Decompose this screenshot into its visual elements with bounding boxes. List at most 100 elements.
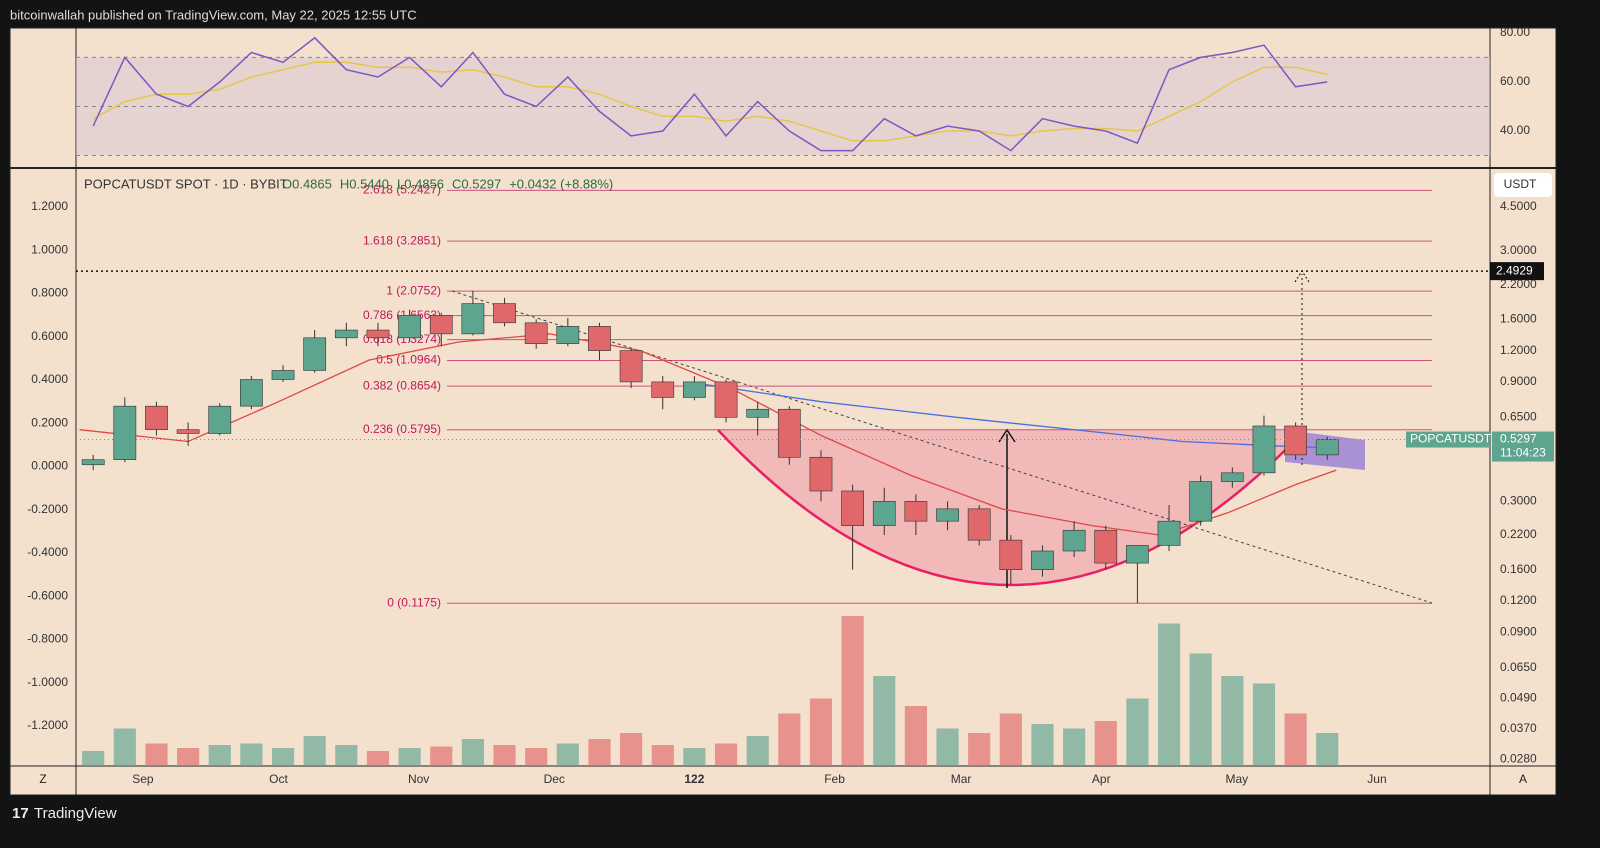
candle-body — [524, 322, 548, 344]
volume-bar — [208, 745, 231, 766]
volume-bar — [588, 739, 611, 766]
price-tag — [1492, 431, 1554, 462]
candle-body — [619, 350, 643, 383]
ohlc-value: H0.5440 — [340, 176, 389, 191]
x-tick-label: Dec — [544, 772, 565, 786]
candle-body — [145, 405, 168, 430]
symbol-tag — [1406, 431, 1490, 448]
publisher: bitcoinwallah published on TradingView.c… — [10, 7, 417, 22]
volume-bar — [271, 748, 295, 766]
y2-tick-label: 1.0000 — [31, 242, 68, 256]
fib-label: 2.618 (5.2427) — [363, 182, 441, 196]
candle-body — [904, 501, 928, 522]
volume-bar — [936, 728, 959, 766]
x-tick-label: May — [1226, 772, 1249, 786]
y2-tick-label: -1.0000 — [27, 675, 68, 689]
target-tag — [1490, 262, 1544, 281]
x-tick-label: Mar — [951, 772, 972, 786]
volume-bar — [620, 733, 643, 766]
candle-body — [366, 329, 390, 339]
toolbar-right[interactable]: A — [1519, 772, 1527, 786]
candle-body — [493, 303, 516, 324]
symbol-tag-label: POPCATUSDT — [1410, 432, 1492, 446]
volume-bar — [1157, 623, 1181, 766]
volume-bar — [430, 746, 453, 766]
candle-body — [588, 326, 611, 351]
currency-button[interactable] — [1494, 173, 1552, 197]
volume-bar — [746, 736, 769, 766]
fib-label: 1.618 (3.2851) — [363, 233, 441, 247]
candle-body — [809, 456, 833, 492]
y-tick-label: 0.3000 — [1500, 494, 1537, 508]
rsi-tick-label: 40.00 — [1500, 123, 1530, 137]
y-tick-label: 1.6000 — [1500, 312, 1537, 326]
candle-body — [1189, 481, 1213, 522]
y-tick-label: 0.2200 — [1500, 527, 1537, 541]
y-tick-label: 0.0370 — [1500, 721, 1537, 735]
fib-label: 0.786 (1.6563) — [363, 308, 441, 322]
volume-bar — [1221, 676, 1244, 766]
x-tick-label: Sep — [132, 772, 154, 786]
rsi-tick-label: 80.00 — [1500, 25, 1530, 39]
y-tick-label: 0.6500 — [1500, 409, 1537, 423]
logo-mark: 17 — [12, 805, 29, 822]
volume-bar — [493, 745, 516, 766]
volume-bar — [398, 748, 421, 766]
candle-body — [714, 381, 738, 418]
candle-body — [1284, 425, 1307, 456]
y2-tick-label: -0.6000 — [27, 588, 68, 602]
volume-bar — [1094, 721, 1117, 766]
y2-tick-label: -0.2000 — [27, 502, 68, 516]
volume-bar — [525, 748, 548, 766]
x-tick-label: Oct — [269, 772, 288, 786]
candle-body — [334, 329, 358, 339]
volume-bar — [651, 745, 674, 766]
countdown: 11:04:23 — [1500, 446, 1546, 460]
candle-body — [651, 381, 675, 398]
volume-bar — [366, 751, 390, 766]
y-tick-label: 1.2000 — [1500, 343, 1537, 357]
y2-tick-label: 0.2000 — [31, 415, 68, 429]
candle-body — [683, 381, 706, 398]
candle-body — [1062, 529, 1086, 552]
x-tick-label: Apr — [1092, 772, 1111, 786]
ohlc-value: C0.5297 — [452, 176, 501, 191]
volume-bar — [841, 616, 864, 766]
candle-body — [841, 490, 864, 526]
symbol-title: POPCATUSDT SPOT · 1D · BYBIT — [84, 176, 288, 191]
ohlc-value: L0.4856 — [397, 176, 444, 191]
candle-body — [1094, 529, 1118, 564]
candle-body — [746, 408, 770, 418]
y-tick-label: 0.0280 — [1500, 751, 1537, 765]
volume-bar — [778, 713, 801, 766]
y2-tick-label: 1.2000 — [31, 199, 68, 213]
volume-bar — [113, 728, 136, 766]
y2-tick-label: 0.8000 — [31, 286, 68, 300]
candle-body — [461, 303, 485, 335]
currency[interactable]: USDT — [1504, 177, 1537, 191]
volume-bar — [82, 751, 105, 766]
y2-tick-label: -0.4000 — [27, 545, 68, 559]
y-tick-label: 4.5000 — [1500, 199, 1537, 213]
volume-bar — [683, 748, 706, 766]
y-tick-label: 0.0650 — [1500, 660, 1537, 674]
candle-body — [777, 408, 801, 458]
candle-body — [967, 508, 991, 541]
y2-tick-label: -1.2000 — [27, 718, 68, 732]
candle-body — [240, 379, 263, 407]
fib-label: 0.382 (0.8654) — [363, 378, 441, 392]
candle-body — [1031, 550, 1054, 570]
ohlc-value: +0.0432 (+8.88%) — [509, 176, 613, 191]
volume-bar — [556, 743, 579, 766]
toolbar-left[interactable]: Z — [39, 772, 46, 786]
y2-tick-label: 0.6000 — [31, 329, 68, 343]
volume-bar — [1189, 653, 1212, 766]
volume-bar — [714, 743, 738, 766]
candle-body — [113, 405, 137, 461]
candle-body — [1315, 439, 1339, 456]
y2-tick-label: 0.4000 — [31, 372, 68, 386]
candle-body — [1126, 545, 1149, 564]
rsi-tick-label: 60.00 — [1500, 74, 1530, 88]
volume-bar — [1031, 724, 1054, 766]
rsi-signal — [92, 61, 1328, 142]
